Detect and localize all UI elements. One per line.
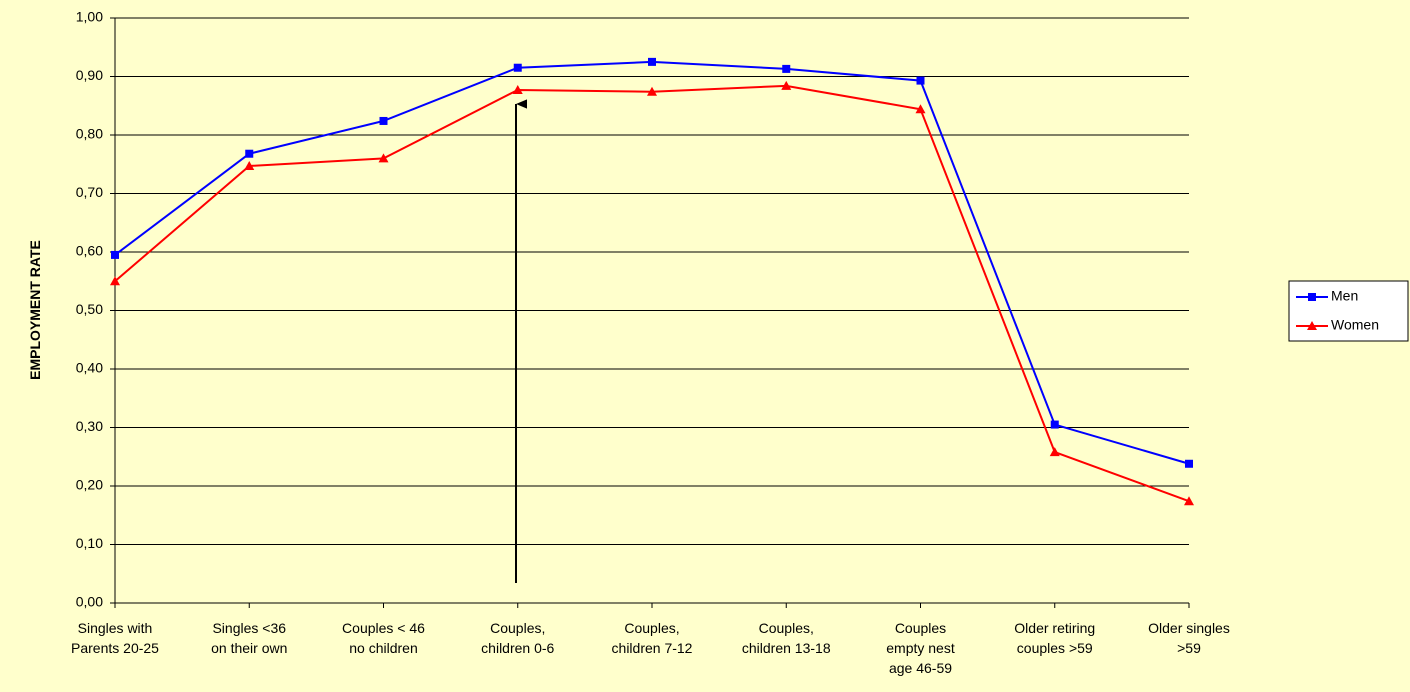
x-tick-label: Couples, — [490, 620, 545, 636]
data-point — [378, 153, 389, 163]
data-point — [781, 80, 792, 90]
x-tick-label: Couples — [895, 620, 946, 636]
y-tick-label: 0,90 — [76, 67, 103, 83]
x-tick-label: couples >59 — [1017, 640, 1093, 656]
data-point — [513, 63, 522, 72]
x-tick-label: Older singles — [1148, 620, 1230, 636]
y-tick-label: 0,20 — [76, 477, 103, 493]
data-point — [648, 57, 656, 66]
series-line — [114, 60, 1190, 465]
data-point — [111, 250, 119, 259]
y-tick-label: 0,40 — [76, 360, 103, 376]
x-tick-label: age 46-59 — [889, 660, 952, 676]
y-tick-label: 0,00 — [76, 594, 103, 610]
data-point — [245, 149, 254, 158]
y-tick-label: 1,00 — [76, 9, 103, 25]
data-point — [916, 76, 925, 85]
x-tick-label: on their own — [211, 640, 287, 656]
x-tick-label: Older retiring — [1014, 620, 1095, 636]
data-point — [110, 276, 120, 286]
data-point — [1184, 496, 1194, 506]
data-point — [1049, 447, 1060, 457]
y-tick-label: 0,50 — [76, 301, 103, 317]
x-tick-label: Parents 20-25 — [71, 640, 159, 656]
data-point — [915, 104, 926, 114]
y-tick-label: 0,80 — [76, 126, 103, 142]
y-tick-label: 0,10 — [76, 535, 103, 551]
legend-label: Men — [1331, 288, 1358, 304]
y-axis-label: EMPLOYMENT RATE — [27, 240, 43, 380]
x-tick-label: Couples, — [624, 620, 679, 636]
x-tick-label: Singles with — [78, 620, 153, 636]
legend — [1288, 280, 1409, 342]
data-point — [1050, 420, 1059, 429]
x-tick-label: children 7-12 — [612, 640, 693, 656]
y-tick-label: 0,70 — [76, 184, 103, 200]
x-tick-label: empty nest — [886, 640, 955, 656]
x-tick-label: children 0-6 — [481, 640, 554, 656]
data-point — [244, 161, 255, 171]
data-point — [1185, 459, 1193, 468]
x-tick-label: Singles <36 — [212, 620, 286, 636]
x-tick-label: no children — [349, 640, 418, 656]
x-tick-label: children 13-18 — [742, 640, 831, 656]
legend-marker — [1308, 293, 1316, 301]
data-point — [647, 86, 657, 96]
legend-marker — [1307, 321, 1317, 330]
x-tick-label: Couples < 46 — [342, 620, 425, 636]
y-tick-label: 0,30 — [76, 418, 103, 434]
data-point — [782, 64, 791, 73]
data-point — [379, 116, 388, 125]
x-tick-label: >59 — [1177, 640, 1201, 656]
x-tick-label: Couples, — [759, 620, 814, 636]
legend-label: Women — [1331, 317, 1379, 333]
y-tick-label: 0,60 — [76, 243, 103, 259]
data-point — [512, 84, 523, 94]
